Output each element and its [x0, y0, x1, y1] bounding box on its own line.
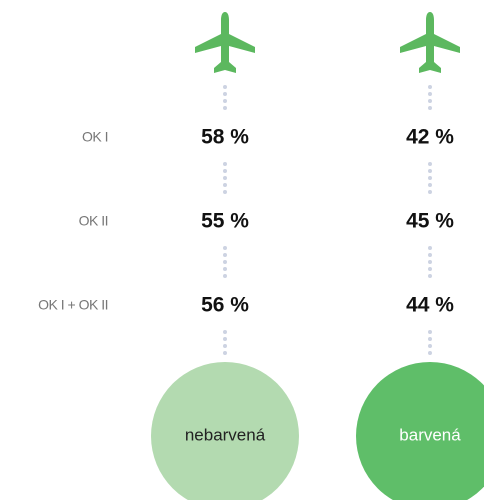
dot [428, 351, 432, 355]
dot [223, 351, 227, 355]
value: 45 % [406, 210, 454, 233]
dot [223, 162, 227, 166]
dot [428, 274, 432, 278]
row-label: OK I [82, 129, 108, 145]
dot [428, 169, 432, 173]
dot [223, 92, 227, 96]
dot [428, 246, 432, 250]
dot [223, 190, 227, 194]
dot [223, 337, 227, 341]
dot [428, 337, 432, 341]
dot [223, 274, 227, 278]
row-label: OK I + OK II [38, 297, 108, 313]
dot [428, 85, 432, 89]
dot [428, 267, 432, 271]
category-circle [151, 362, 299, 500]
dot [223, 176, 227, 180]
value: 44 % [406, 294, 454, 317]
category-name: barvená [399, 425, 461, 444]
dot [428, 176, 432, 180]
category-name: nebarvená [185, 425, 266, 444]
row-label: OK II [79, 213, 108, 229]
dot [223, 169, 227, 173]
dot [428, 92, 432, 96]
dot [223, 267, 227, 271]
plane-icon [195, 12, 255, 73]
dot [223, 344, 227, 348]
plane-icon [400, 12, 460, 73]
dot [223, 253, 227, 257]
dot [428, 99, 432, 103]
dot [223, 330, 227, 334]
dot [223, 85, 227, 89]
dot [223, 246, 227, 250]
dot [428, 260, 432, 264]
dot [428, 183, 432, 187]
dot [428, 330, 432, 334]
dot [428, 344, 432, 348]
dot [223, 260, 227, 264]
dot [428, 190, 432, 194]
dot [223, 183, 227, 187]
dot [223, 99, 227, 103]
dot [428, 162, 432, 166]
dot [428, 106, 432, 110]
value: 42 % [406, 126, 454, 149]
value: 55 % [201, 210, 249, 233]
category-circle [356, 362, 484, 500]
dot [223, 106, 227, 110]
value: 58 % [201, 126, 249, 149]
dot [428, 253, 432, 257]
value: 56 % [201, 294, 249, 317]
